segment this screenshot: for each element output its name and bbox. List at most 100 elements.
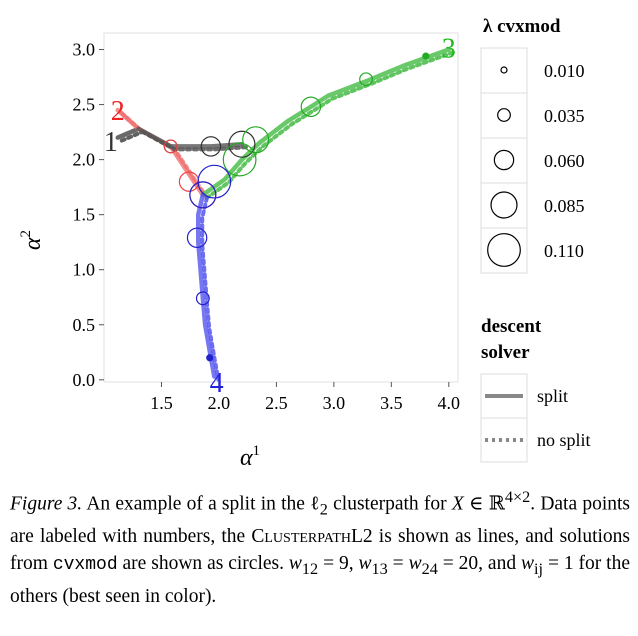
lambda-legend-label: 0.035	[544, 106, 585, 126]
lambda-legend-circle	[493, 149, 515, 171]
cvxmod-circle	[200, 136, 222, 157]
cvxmod-circle	[195, 291, 210, 306]
caption-text-8: =	[387, 553, 409, 575]
cvxmod-circle	[359, 72, 373, 87]
series-line-nosplit	[119, 129, 145, 143]
solver-legend-label: no split	[537, 430, 591, 450]
caption-text-10: = 1 for the others (best seen in color).	[10, 553, 630, 608]
lambda-legend-label: 0.110	[544, 241, 584, 261]
solver-legend-label: split	[537, 386, 568, 406]
caption-text-3: ∈ ℝ	[463, 493, 505, 515]
y-tick-label: 3.0	[73, 40, 96, 60]
caption-w13-var: w	[358, 553, 372, 575]
solver-legend-entries: split no split	[480, 373, 591, 463]
figure-caption: Figure 3. An example of a split in the ℓ…	[10, 484, 630, 610]
lambda-legend-circle	[500, 66, 508, 74]
caption-cvxmod: cvxmod	[52, 555, 118, 576]
caption-clusterpath: ClusterpathL2	[251, 526, 373, 548]
y-tick-label: 0.5	[73, 315, 96, 335]
cvxmod-circle	[222, 142, 257, 177]
cvxmod-circle	[178, 171, 200, 192]
cvxmod-circle	[206, 354, 214, 362]
lambda-legend-label: 0.060	[544, 151, 585, 171]
caption-text-2: clusterpath for	[327, 493, 452, 515]
caption-text-9: = 20, and	[437, 553, 521, 575]
solver-legend-key	[480, 417, 528, 463]
axes: 1.5 2.0 2.5 3.0 3.5 4.0 0.0 0.5 1.0 1.5 2.0 2.5 3.0	[73, 40, 461, 413]
lambda-legend-label: 0.010	[544, 61, 585, 81]
cvxmod-circles	[163, 52, 430, 362]
lambda-legend-label: 0.085	[544, 196, 585, 216]
caption-dim-sup: 4×2	[504, 488, 531, 506]
caption-figure-label: Figure 3.	[10, 493, 83, 515]
y-tick-label: 2.5	[73, 95, 96, 115]
caption-w12-var: w	[288, 553, 302, 575]
solver-legend: descent solver split no split	[480, 316, 591, 463]
lambda-legend-title: λ cvxmod	[483, 16, 561, 37]
x-tick-label: 4.0	[438, 393, 461, 413]
cvxmod-circle	[197, 164, 232, 199]
series-lines	[115, 47, 455, 382]
y-tick-label: 1.0	[73, 260, 96, 280]
y-axis-label-sup: 2	[18, 230, 34, 238]
lambda-legend-key	[480, 92, 528, 139]
caption-text-4: . Data points are labeled with numbers, …	[10, 493, 631, 548]
point-label: 2	[111, 96, 125, 127]
cvxmod-circle	[422, 52, 430, 60]
point-label: 3	[442, 33, 456, 64]
x-axis-label-base: α	[240, 445, 253, 471]
x-tick-label: 2.0	[208, 393, 231, 413]
x-axis-label-sup: 1	[253, 443, 261, 459]
point-label: 1	[104, 127, 118, 158]
lambda-legend-circle	[497, 108, 511, 122]
y-tick-label: 2.0	[73, 150, 96, 170]
caption-w24-var: w	[408, 553, 422, 575]
data-point-labels: 12 3 4	[104, 33, 456, 399]
x-tick-label: 1.5	[150, 393, 173, 413]
caption-var-x: X	[451, 493, 464, 515]
caption-text-1: An example of a split in the ℓ	[86, 493, 320, 515]
x-tick-label: 3.5	[380, 393, 403, 413]
caption-wij-var: w	[521, 553, 535, 575]
caption-w24-sub: 24	[421, 560, 438, 579]
lambda-legend-entries: 0.010 0.035 0.060 0.085 0.110	[480, 47, 585, 274]
caption-w13-sub: 13	[371, 560, 388, 579]
series-line-nosplit	[200, 195, 221, 382]
x-axis-label: α1	[240, 443, 260, 471]
cvxmod-circle	[163, 139, 178, 154]
y-axis-label-base: α	[20, 237, 46, 250]
lambda-legend-key	[480, 137, 528, 184]
cvxmod-circle	[242, 126, 270, 154]
y-tick-label: 0.0	[73, 370, 96, 390]
x-tick-label: 2.5	[265, 393, 288, 413]
caption-text-5: is shown as lines, and solutions from	[10, 526, 631, 575]
solver-legend-title-line1: descent	[481, 316, 542, 337]
series-line-split	[195, 192, 217, 379]
y-tick-label: 1.5	[73, 205, 96, 225]
series-line-split	[136, 126, 245, 149]
caption-text-7: = 9,	[318, 553, 359, 575]
lambda-legend-circle	[487, 233, 521, 267]
caption-text-6: are shown as circles.	[117, 553, 289, 575]
series-line-split	[200, 47, 452, 198]
series-line-nosplit	[204, 50, 455, 200]
y-axis-label: α2	[18, 230, 46, 250]
clusterpath-figure: 1.5 2.0 2.5 3.0 3.5 4.00.00.51.01.52.02.53.0 …	[18, 16, 591, 471]
lambda-legend-key	[480, 227, 528, 274]
lambda-legend-key	[480, 182, 528, 229]
cvxmod-circle	[228, 130, 256, 158]
lambda-legend-circle	[490, 191, 518, 219]
lambda-legend-key	[480, 47, 528, 94]
solver-legend-title-line2: solver	[481, 342, 530, 363]
cvxmod-circle	[186, 227, 208, 249]
cvxmod-circle	[300, 96, 322, 118]
caption-norm-sub: 2	[319, 500, 328, 519]
cvxmod-circle	[189, 181, 217, 209]
lambda-legend: λ cvxmod 0.010 0.035 0.060 0.085 0.110	[480, 16, 585, 274]
caption-w12-sub: 12	[301, 560, 319, 579]
series-line-split	[115, 126, 141, 140]
x-tick-label: 3.0	[323, 393, 346, 413]
plot-panel	[103, 32, 459, 383]
point-label: 4	[210, 368, 224, 399]
caption-wij-sub: ij	[534, 560, 544, 579]
